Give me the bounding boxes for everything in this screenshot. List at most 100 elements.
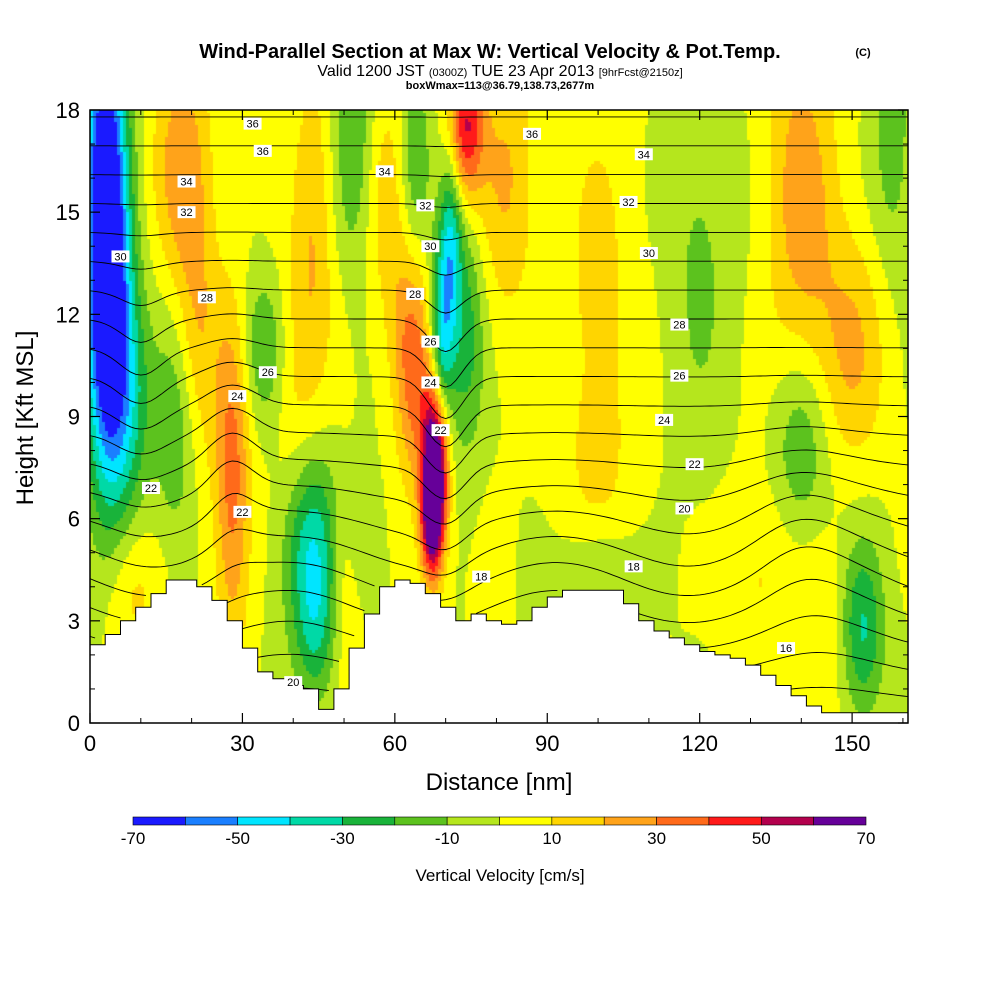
contour-label: 32 xyxy=(177,206,196,219)
colorbar-tick-label: -10 xyxy=(435,829,460,848)
contour-label: 22 xyxy=(685,458,704,471)
contour-label: 26 xyxy=(670,369,689,383)
isentrope-18 xyxy=(90,615,908,649)
x-tick-label: 0 xyxy=(84,731,96,756)
contour-label-box xyxy=(228,390,247,403)
contour-label-text: 32 xyxy=(180,207,192,219)
x-axis-label: Distance [nm] xyxy=(426,769,573,796)
contour-label: 22 xyxy=(141,482,160,495)
contour-label-text: 24 xyxy=(658,415,670,427)
contour-label: 32 xyxy=(619,195,638,209)
contour-label-box xyxy=(111,250,130,263)
contour-label-box xyxy=(670,318,689,331)
contour-label-text: 24 xyxy=(424,377,436,389)
contour-label-box xyxy=(431,424,450,437)
colorbar-tick-label: -30 xyxy=(330,829,355,848)
contour-label-box xyxy=(233,505,252,518)
chart-title-suffix: (C) xyxy=(855,47,871,59)
contour-label-text: 22 xyxy=(145,483,157,495)
contour-label: 20 xyxy=(284,676,303,689)
isentrope-24 xyxy=(90,432,908,500)
isentrope-26 xyxy=(90,384,908,448)
contour-label: 30 xyxy=(111,250,130,263)
contour-label-box xyxy=(685,458,704,471)
x-tick-label: 90 xyxy=(535,731,559,756)
contour-label-box xyxy=(141,482,160,495)
contour-label-text: 28 xyxy=(409,289,421,301)
isentrope-23 xyxy=(90,460,908,525)
colorbar-swatch xyxy=(446,816,500,826)
subtitle-fcst: [9hrFcst@2150z] xyxy=(599,67,683,79)
contour-label-box xyxy=(675,502,694,515)
contour-label-text: 18 xyxy=(475,572,487,584)
contour-label-text: 32 xyxy=(419,200,431,212)
colorbar-swatch xyxy=(342,816,396,826)
y-tick-label: 12 xyxy=(56,302,80,327)
contour-label-box xyxy=(284,676,303,689)
subtitle-valid: Valid 1200 JST xyxy=(317,63,425,80)
contour-label-text: 20 xyxy=(287,677,299,689)
contour-label: 22 xyxy=(233,505,252,519)
contour-label-box xyxy=(197,291,216,304)
contour-label-box xyxy=(177,206,196,219)
colorbar-tick-label: 50 xyxy=(752,829,771,848)
contour-label: 16 xyxy=(777,642,796,655)
y-tick-label: 3 xyxy=(68,609,80,634)
x-tick-label: 150 xyxy=(834,731,871,756)
isentrope-35 xyxy=(90,145,908,148)
contour-label-box xyxy=(619,195,638,208)
contour-label-box xyxy=(416,199,435,212)
contour-label-text: 36 xyxy=(526,129,538,141)
isentrope-17 xyxy=(252,652,908,670)
chart-subtitle: Valid 1200 JST (0300Z) TUE 23 Apr 2013 [… xyxy=(317,63,682,80)
contour-label: 36 xyxy=(523,127,542,141)
contour-label: 36 xyxy=(253,144,272,158)
isentrope-19 xyxy=(90,578,908,624)
colorbar-tick-label: -50 xyxy=(225,829,250,848)
x-axis: 0 30 60 90 120 150 xyxy=(84,110,904,756)
y-tick-label: 15 xyxy=(56,200,80,225)
contour-label: 36 xyxy=(243,117,262,131)
colorbar-tick-label: 70 xyxy=(857,829,876,848)
contour-label: 34 xyxy=(375,165,394,178)
contour-label-text: 36 xyxy=(246,119,258,131)
contour-label: 26 xyxy=(258,366,277,379)
colorbar-swatch xyxy=(499,816,553,826)
isentrope-25 xyxy=(90,407,908,474)
colorbar-swatch xyxy=(603,816,657,826)
subtitle-utc: (0300Z) xyxy=(429,67,468,79)
contour-label-box xyxy=(670,369,689,382)
contour-label-text: 30 xyxy=(424,241,436,253)
colorbar-tick-label: 30 xyxy=(647,829,666,848)
x-tick-label: 120 xyxy=(681,731,718,756)
contour-label: 24 xyxy=(655,413,674,427)
colorbar-swatch xyxy=(813,816,867,826)
potential-temperature-contours xyxy=(90,116,908,698)
contour-label-text: 32 xyxy=(622,197,634,209)
contour-label-box xyxy=(777,642,796,655)
contour-label-text: 34 xyxy=(379,166,391,178)
isentrope-30 xyxy=(90,287,908,314)
contour-label-box xyxy=(258,366,277,379)
contour-label-box xyxy=(375,165,394,178)
contour-label-box xyxy=(243,117,262,130)
colorbar-swatch xyxy=(656,816,710,826)
colorbar-swatch xyxy=(760,816,814,826)
contour-label-box xyxy=(472,570,491,583)
chart-subtitle-box: boxWmax=113@36.79,138.73,2677m xyxy=(406,80,595,92)
colorbar-tick-label: 10 xyxy=(542,829,561,848)
contour-label-text: 18 xyxy=(628,561,640,573)
contour-label: 24 xyxy=(228,390,247,403)
contour-label: 28 xyxy=(197,291,216,304)
contour-label-text: 26 xyxy=(424,337,436,349)
contour-label-text: 34 xyxy=(638,149,650,161)
isentrope-21 xyxy=(90,518,908,576)
y-tick-label: 6 xyxy=(68,507,80,532)
contour-label-text: 34 xyxy=(180,177,192,189)
colorbar-swatch xyxy=(394,816,448,826)
contour-label-text: 16 xyxy=(780,643,792,655)
contour-label-text: 30 xyxy=(643,248,655,260)
contour-label-box xyxy=(523,127,542,140)
contour-label-box xyxy=(639,247,658,260)
